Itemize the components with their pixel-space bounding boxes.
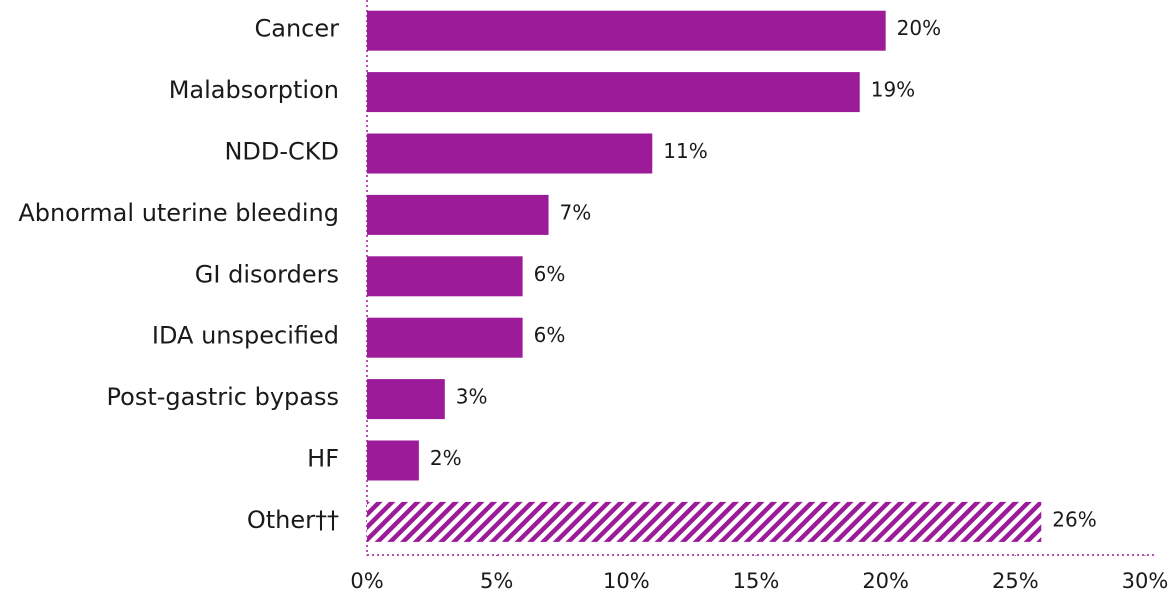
- category-label: Cancer: [254, 15, 339, 43]
- x-tick-label: 30%: [1122, 569, 1169, 592]
- value-label: 7%: [560, 200, 592, 224]
- x-tick-label: 15%: [733, 569, 780, 592]
- category-label: GI disorders: [195, 260, 339, 288]
- bar: [367, 133, 653, 174]
- category-label: IDA unspecified: [152, 322, 339, 350]
- bar: [367, 194, 549, 235]
- category-label: Malabsorption: [169, 76, 339, 104]
- category-label: Abnormal uterine bleeding: [18, 199, 339, 227]
- value-label: 2%: [430, 446, 462, 470]
- value-label: 3%: [456, 385, 488, 409]
- bar: [367, 256, 523, 297]
- bar: [367, 72, 860, 113]
- x-tick-label: 0%: [350, 569, 383, 592]
- category-label: NDD-CKD: [224, 138, 339, 166]
- value-label: 19%: [871, 78, 915, 102]
- bar: [367, 440, 419, 481]
- bar: [367, 317, 523, 358]
- bar: [367, 10, 886, 51]
- value-label: 11%: [663, 139, 707, 163]
- x-tick-label: 20%: [862, 569, 909, 592]
- value-label: 26%: [1052, 507, 1096, 531]
- value-label: 20%: [897, 16, 941, 40]
- category-label: Post-gastric bypass: [107, 383, 339, 411]
- bar: [367, 379, 445, 420]
- value-label: 6%: [534, 262, 566, 286]
- bar: [367, 501, 1042, 542]
- category-label: HF: [307, 445, 339, 473]
- x-tick-label: 5%: [480, 569, 513, 592]
- value-label: 6%: [534, 323, 566, 347]
- x-tick-label: 10%: [603, 569, 650, 592]
- category-label: Other††: [247, 506, 339, 534]
- x-tick-label: 25%: [992, 569, 1039, 592]
